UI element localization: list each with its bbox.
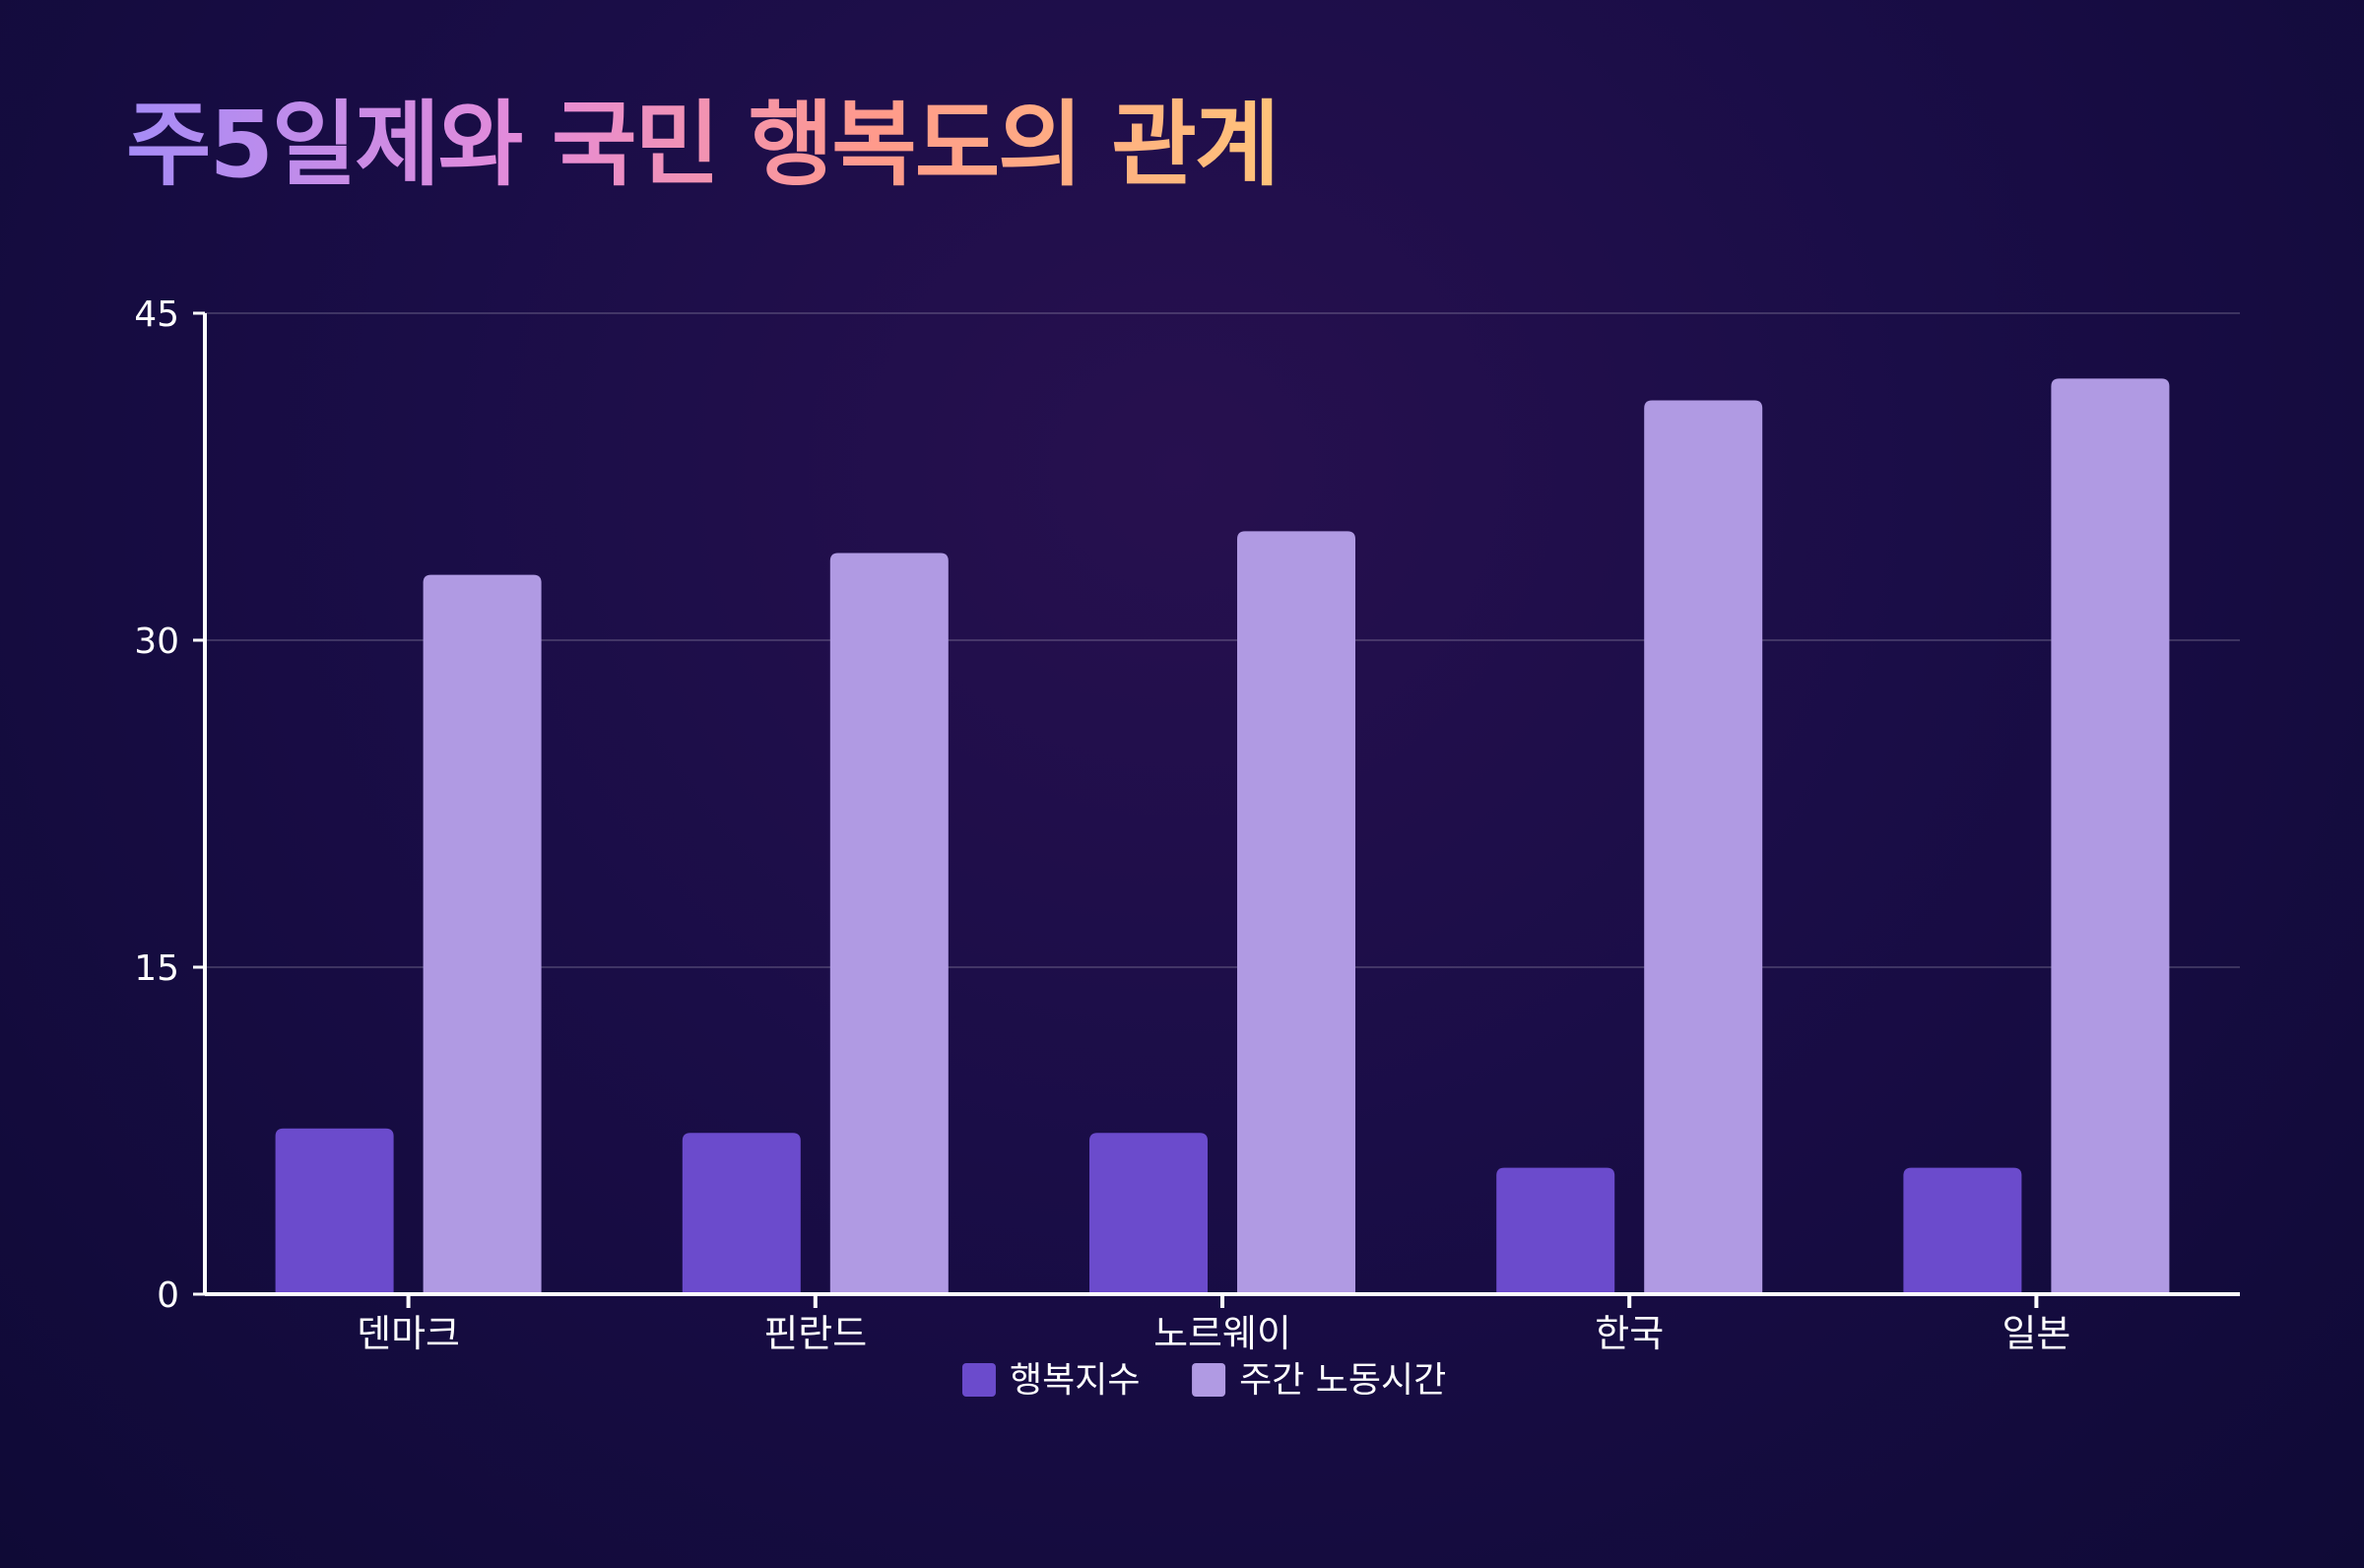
y-tick-label-2: 30 — [134, 621, 179, 662]
y-tick-label-1: 15 — [134, 948, 179, 989]
x-tick-label-4: 일본 — [2002, 1312, 2070, 1355]
x-tick-label-2: 노르웨이 — [1153, 1312, 1291, 1355]
legend-swatch-1 — [1192, 1363, 1226, 1397]
chart-title: 주5일제와 국민 행복도의 관계 — [126, 87, 1280, 205]
bar-hours-0 — [423, 574, 542, 1294]
bar-hours-2 — [1237, 531, 1355, 1294]
legend-label-1: 주간 노동시간 — [1239, 1360, 1446, 1401]
axes — [193, 311, 2240, 1308]
bar-happiness-3 — [1496, 1167, 1615, 1294]
bar-happiness-1 — [682, 1133, 801, 1294]
grid-lines — [205, 312, 2240, 968]
bar-happiness-0 — [275, 1128, 394, 1294]
legend: 행복지수 주간 노동시간 — [961, 1360, 1446, 1401]
x-tick-label-3: 한국 — [1595, 1312, 1664, 1355]
bar-hours-3 — [1644, 400, 1763, 1294]
x-tick-label-1: 핀란드 — [763, 1312, 867, 1355]
bar-hours-1 — [829, 553, 949, 1294]
tick-labels: 0 15 30 45 덴마크 핀란드 노르웨이 한국 일본 — [134, 294, 2070, 1355]
bar-happiness-2 — [1089, 1133, 1208, 1294]
bar-hours-4 — [2051, 378, 2170, 1294]
bar-happiness-4 — [1903, 1167, 2022, 1294]
y-tick-label-0: 0 — [157, 1275, 179, 1316]
legend-label-0: 행복지수 — [1010, 1360, 1140, 1401]
legend-swatch-0 — [961, 1363, 996, 1397]
x-tick-label-0: 덴마크 — [357, 1312, 460, 1355]
bars — [275, 378, 2170, 1294]
y-tick-label-3: 45 — [134, 294, 179, 335]
